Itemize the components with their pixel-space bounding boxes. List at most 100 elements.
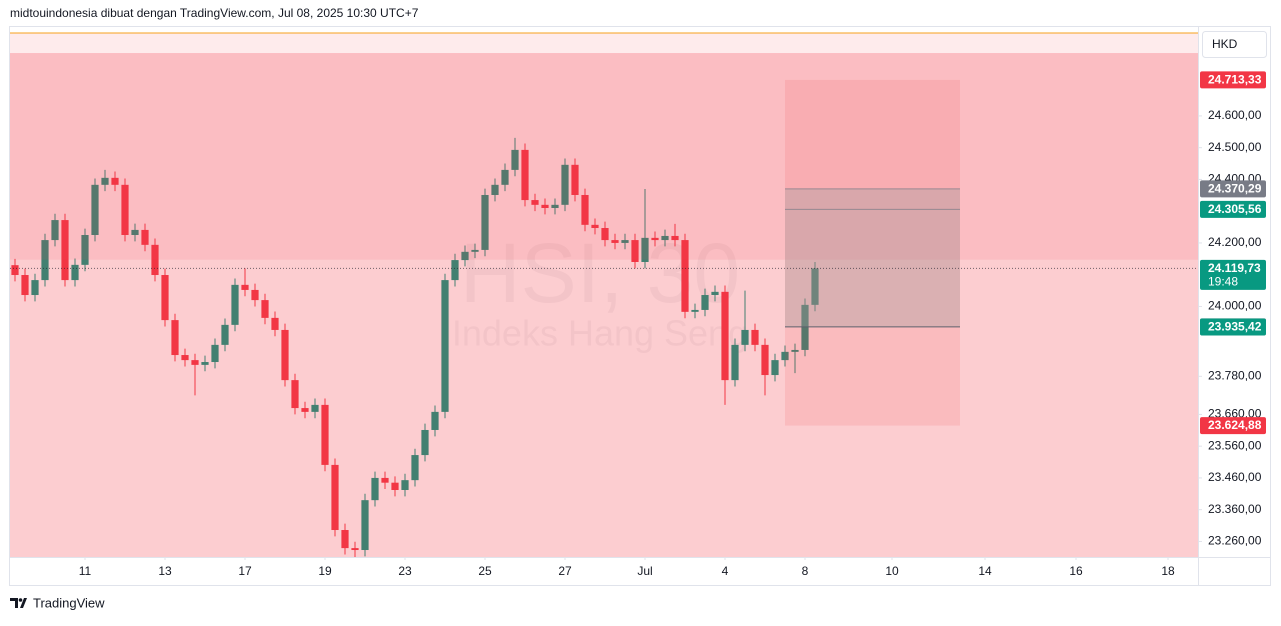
header-text: midtouindonesia dibuat dengan TradingVie…	[10, 6, 419, 20]
candle-body	[191, 360, 199, 365]
y-tick-label: 23.260,00	[1208, 534, 1262, 548]
position-stop-zone	[785, 326, 960, 426]
candle-body	[381, 477, 389, 483]
x-tick-label: 4	[722, 564, 729, 578]
candle-body	[121, 184, 129, 235]
candle-body	[701, 295, 709, 310]
y-tick-label: 23.460,00	[1208, 470, 1262, 484]
last-price-bg	[1200, 259, 1266, 290]
x-tick-label: 10	[885, 564, 899, 578]
candle-body	[341, 530, 349, 549]
logo-dot	[18, 598, 23, 602]
price-label-bg	[1200, 200, 1266, 218]
candle-body	[71, 264, 79, 281]
countdown-label: 19:48	[1208, 275, 1238, 289]
candle-body	[731, 344, 739, 381]
candle-body	[401, 480, 409, 490]
candle-body	[301, 408, 309, 412]
footer-brand: TradingView	[33, 595, 105, 610]
candle-body	[631, 240, 639, 262]
candle-body	[391, 482, 399, 490]
candle-body	[61, 220, 69, 281]
price-label: 24.713,33	[1208, 73, 1262, 87]
candle-body	[351, 548, 359, 551]
x-tick-label: Jul	[637, 564, 652, 578]
candle-body	[661, 235, 669, 241]
candle-body	[311, 404, 319, 412]
y-tick-label: 23.360,00	[1208, 502, 1262, 516]
x-tick-label: 18	[1161, 564, 1175, 578]
y-tick-label: 23.560,00	[1208, 438, 1262, 452]
candle-body	[651, 237, 659, 241]
candle-body	[371, 477, 379, 501]
candle-body	[471, 249, 479, 252]
candle-body	[361, 500, 369, 551]
candle-body	[221, 324, 229, 345]
y-tick-label: 24.000,00	[1208, 299, 1262, 313]
currency-box[interactable]	[1202, 31, 1267, 58]
candle-body	[81, 234, 89, 265]
candle-body	[161, 275, 169, 321]
y-tick-label: 23.780,00	[1208, 368, 1262, 382]
candle-body	[11, 265, 19, 276]
candle-body	[431, 411, 439, 430]
candle-body	[451, 260, 459, 281]
candle-body	[711, 291, 719, 296]
candle-body	[441, 280, 449, 412]
price-label-bg	[1200, 71, 1266, 89]
candle-body	[501, 169, 509, 185]
candle-body	[531, 200, 539, 205]
x-tick-label: 13	[158, 564, 172, 578]
x-tick-label: 11	[79, 564, 92, 578]
candle-body	[261, 300, 269, 318]
candle-body	[291, 380, 299, 409]
candle-body	[481, 194, 489, 250]
candle-body	[741, 329, 749, 345]
watermark-symbol: HSI, 30	[460, 226, 740, 320]
candle-body	[321, 404, 329, 465]
candle-body	[141, 229, 149, 245]
logo-icon	[10, 598, 27, 608]
candle-body	[761, 344, 769, 376]
candle-body	[591, 224, 599, 229]
candle-body	[111, 177, 119, 185]
price-label-bg	[1200, 180, 1266, 198]
candle-body	[201, 362, 209, 365]
candle-body	[751, 329, 759, 345]
x-tick-label: 16	[1069, 564, 1083, 578]
candle-body	[641, 237, 649, 262]
candle-body	[21, 275, 29, 296]
candle-body	[601, 228, 609, 241]
y-tick-label: 24.500,00	[1208, 140, 1262, 154]
candle-body	[461, 251, 469, 261]
y-tick-label: 24.600,00	[1208, 108, 1262, 122]
price-label: 24.305,56	[1208, 202, 1262, 216]
position-fill-zone	[785, 188, 960, 327]
candle-body	[91, 184, 99, 235]
candle-body	[41, 240, 49, 281]
candle-body	[231, 284, 239, 325]
x-tick-label: 8	[802, 564, 809, 578]
zone	[10, 53, 1198, 260]
price-label-bg	[1200, 318, 1266, 336]
zone	[10, 33, 1198, 54]
candle-body	[511, 149, 519, 170]
candle-body	[611, 240, 619, 243]
price-axis: 11 13 17 19 23 25 27 Jul 4 8 10 14 16 18 24.600,00 24.5…	[79, 71, 1266, 578]
footer-logo: TradingView	[10, 595, 105, 610]
x-tick-label: 23	[398, 564, 412, 578]
candle-body	[31, 280, 39, 296]
y-tick-label: 24.200,00	[1208, 235, 1262, 249]
candle-body	[491, 184, 499, 195]
x-tick-label: 19	[318, 564, 332, 578]
x-tick-label: 14	[978, 564, 992, 578]
candle-body	[421, 429, 429, 456]
candle-body	[791, 349, 799, 352]
price-label: 23.935,42	[1208, 320, 1262, 334]
candle-body	[671, 235, 679, 241]
x-tick-label: 25	[478, 564, 492, 578]
chart-frame	[9, 26, 1271, 586]
position-target-zone	[785, 79, 960, 327]
candle-body	[241, 284, 249, 290]
